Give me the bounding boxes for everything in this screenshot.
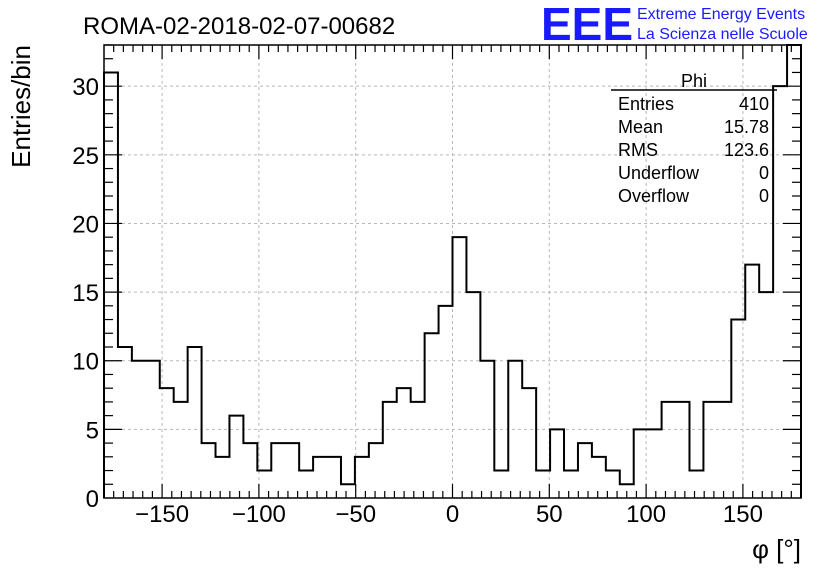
histogram-bin xyxy=(188,347,202,498)
histogram-bin xyxy=(313,457,327,498)
y-tick-label: 25 xyxy=(72,143,99,170)
y-tick-label: 0 xyxy=(86,486,99,513)
y-tick-labels: 0 5 10 15 20 25 30 xyxy=(72,74,99,513)
histogram-bin xyxy=(229,416,243,498)
y-axis-label: Entries/bin xyxy=(6,45,36,168)
stats-entries-value: 410 xyxy=(739,94,769,114)
histogram-bin xyxy=(564,471,578,498)
x-tick-labels: −150 −100 −50 0 50 100 150 xyxy=(135,501,763,528)
histogram-bin xyxy=(522,388,536,498)
y-tick-label: 20 xyxy=(72,211,99,238)
eee-logo-line2: La Scienza nelle Scuole xyxy=(637,26,808,43)
stats-overflow-label: Overflow xyxy=(618,186,690,206)
histogram-bin xyxy=(592,457,606,498)
histogram-bin xyxy=(285,443,299,498)
histogram-bin xyxy=(676,402,690,498)
histogram-bin xyxy=(466,292,480,498)
x-tick-label: −100 xyxy=(232,501,286,528)
x-tick-label: 100 xyxy=(626,501,666,528)
stats-underflow-label: Underflow xyxy=(618,163,700,183)
stats-rms-label: RMS xyxy=(618,140,658,160)
y-tick-label: 10 xyxy=(72,349,99,376)
histogram-bin xyxy=(271,443,285,498)
histogram-bin xyxy=(341,484,355,498)
histogram-bin xyxy=(745,265,759,498)
x-tick-label: −50 xyxy=(335,501,376,528)
stats-underflow-value: 0 xyxy=(759,163,769,183)
histogram-bin xyxy=(425,333,439,498)
stats-box-title: Phi xyxy=(681,71,707,91)
histogram-bin xyxy=(648,429,662,498)
histogram-bin xyxy=(759,292,773,498)
eee-logo-line1: Extreme Energy Events xyxy=(637,6,805,23)
x-tick-label: 0 xyxy=(446,501,459,528)
histogram-bin xyxy=(411,402,425,498)
stats-rms-value: 123.6 xyxy=(724,140,769,160)
x-axis-label: φ [°] xyxy=(752,534,801,564)
histogram-bin xyxy=(369,443,383,498)
histogram-bin xyxy=(327,457,341,498)
histogram-bin xyxy=(397,388,411,498)
stats-mean-value: 15.78 xyxy=(724,117,769,137)
histogram-bin xyxy=(174,402,188,498)
histogram-bin xyxy=(439,306,453,498)
histogram-bin xyxy=(453,237,467,498)
histogram-outline xyxy=(103,44,802,498)
x-tick-label: −150 xyxy=(135,501,189,528)
histogram-bin xyxy=(703,402,717,498)
histogram-bin xyxy=(132,361,146,498)
histogram-bin xyxy=(662,402,676,498)
histogram-bin xyxy=(383,402,397,498)
histogram-bin xyxy=(536,471,550,498)
chart-title: ROMA-02-2018-02-07-00682 xyxy=(83,13,395,40)
eee-logo-mark: EEE xyxy=(541,0,633,50)
axis-ticks xyxy=(104,44,801,498)
y-tick-label: 5 xyxy=(86,417,99,444)
histogram-bin xyxy=(787,45,801,498)
y-tick-label: 15 xyxy=(72,280,99,307)
histogram-bin xyxy=(202,443,216,498)
histogram-bin xyxy=(104,72,118,498)
y-tick-label: 30 xyxy=(72,74,99,101)
stats-box: Phi Entries 410 Mean 15.78 RMS 123.6 Und… xyxy=(611,71,777,206)
histogram-bin xyxy=(243,443,257,498)
stats-entries-label: Entries xyxy=(618,94,674,114)
eee-logo: EEE Extreme Energy Events La Scienza nel… xyxy=(541,0,808,50)
histogram-bin xyxy=(299,471,313,498)
histogram-bin xyxy=(689,471,703,498)
stats-mean-label: Mean xyxy=(618,117,663,137)
x-tick-label: 50 xyxy=(536,501,563,528)
histogram-bin xyxy=(216,457,230,498)
stats-overflow-value: 0 xyxy=(759,186,769,206)
histogram-bin xyxy=(717,402,731,498)
histogram-bin xyxy=(578,443,592,498)
histogram-bin xyxy=(118,347,132,498)
histogram-bin xyxy=(355,457,369,498)
x-tick-label: 150 xyxy=(723,501,763,528)
histogram-bin xyxy=(550,429,564,498)
